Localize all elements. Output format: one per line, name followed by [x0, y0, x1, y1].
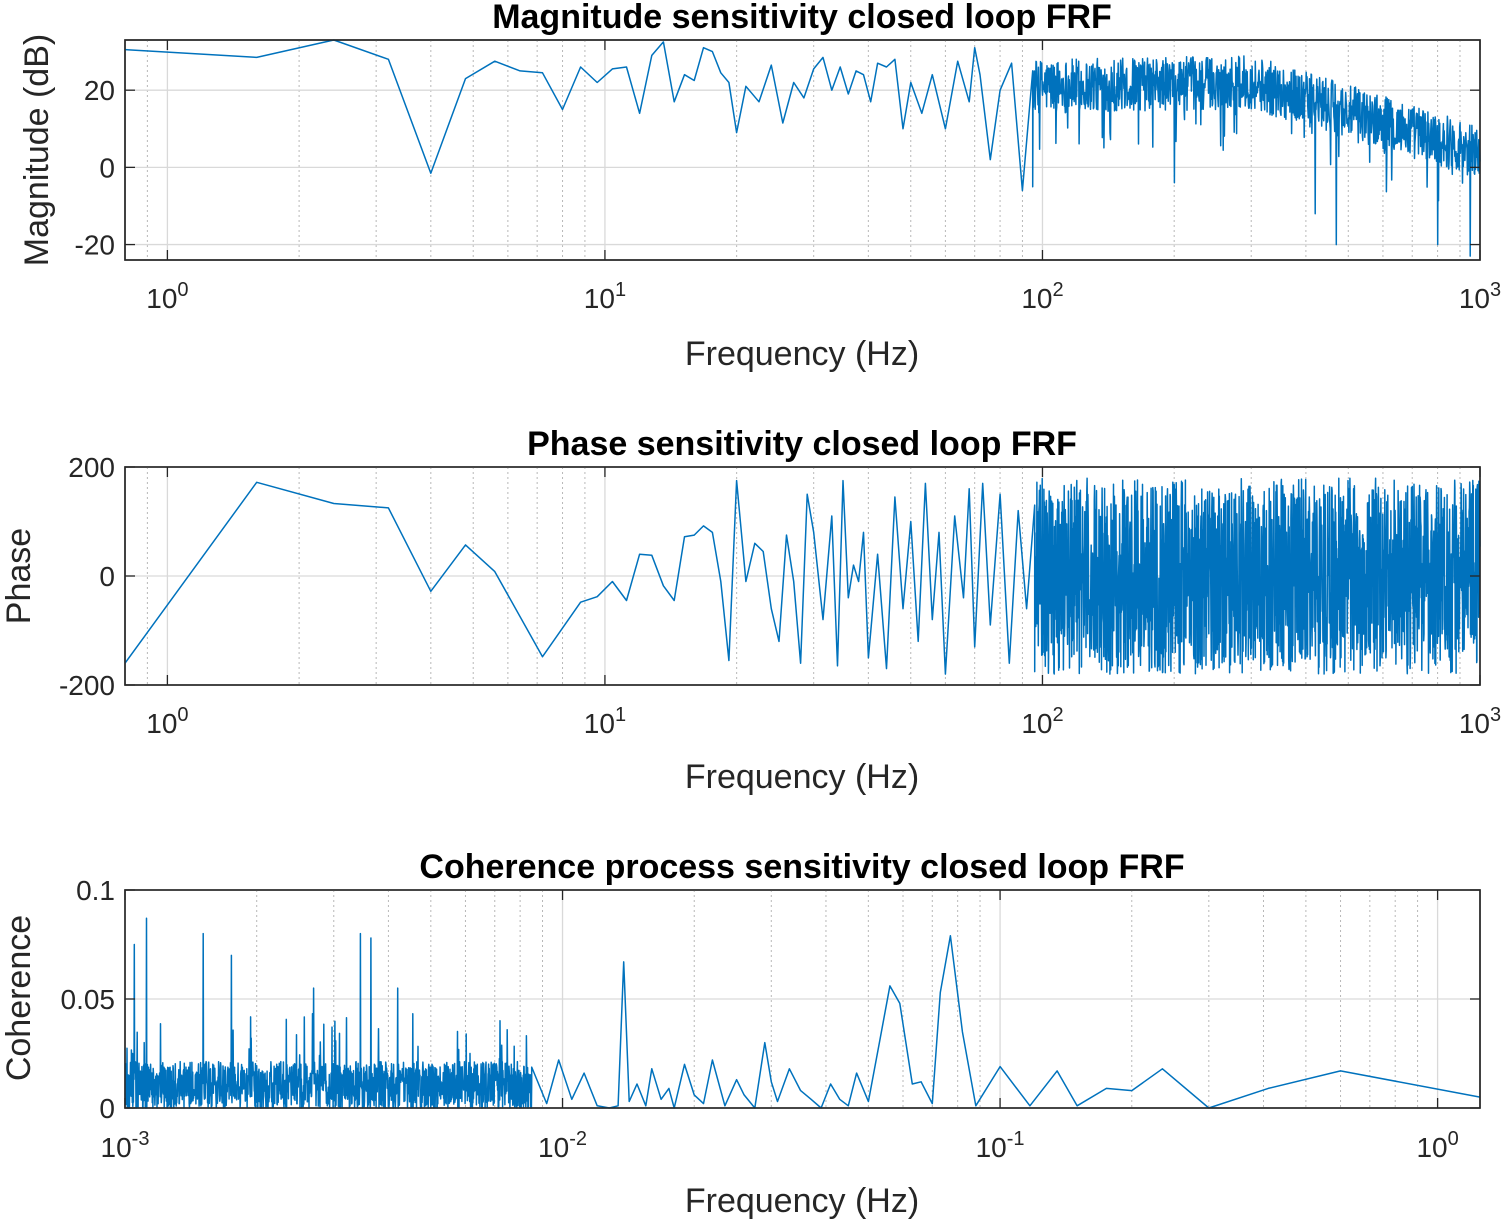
coherence-xtick-base: 10 — [101, 1132, 132, 1163]
magnitude-ytick-label: -20 — [75, 230, 115, 261]
phase-ytick-label: 0 — [99, 561, 115, 592]
magnitude-xtick-exponent: 0 — [177, 279, 188, 301]
phase-xtick-label: 102 — [1021, 704, 1063, 739]
phase-xtick-exponent: 1 — [615, 704, 626, 726]
magnitude-axes-frame — [124, 39, 1481, 261]
magnitude-xtick-label: 101 — [584, 279, 626, 314]
coherence-ytick-label: 0 — [99, 1093, 115, 1124]
coherence-xtick-label: 10-1 — [976, 1128, 1025, 1163]
coherence-xlabel: Frequency (Hz) — [685, 1182, 919, 1220]
phase-xtick-label: 101 — [584, 704, 626, 739]
phase-xtick-exponent: 2 — [1052, 704, 1063, 726]
coherence-xtick-label: 10-3 — [101, 1128, 150, 1163]
coherence-ytick-label: 0.1 — [76, 875, 115, 906]
coherence-xtick-base: 10 — [976, 1132, 1007, 1163]
magnitude-xtick-exponent: 1 — [615, 279, 626, 301]
phase-xtick-base: 10 — [1459, 708, 1490, 739]
phase-xtick-exponent: 3 — [1490, 704, 1501, 726]
magnitude-xtick-base: 10 — [1459, 283, 1490, 314]
magnitude-axes-box — [124, 39, 1481, 261]
magnitude-grid — [125, 40, 1481, 260]
phase-xlabel: Frequency (Hz) — [685, 758, 919, 796]
coherence-ylabel: Coherence — [0, 915, 38, 1081]
phase-xtick-label: 100 — [146, 704, 188, 739]
magnitude-xlabel: Frequency (Hz) — [685, 335, 919, 373]
phase-xtick-label: 103 — [1459, 704, 1501, 739]
coherence-xtick-exponent: 0 — [1448, 1128, 1459, 1150]
coherence-xtick-base: 10 — [1416, 1132, 1447, 1163]
magnitude-ylabel: Magnitude (dB) — [18, 34, 56, 266]
coherence-xtick-exponent: -2 — [569, 1128, 587, 1150]
coherence-xtick-label: 100 — [1416, 1128, 1458, 1163]
phase-title: Phase sensitivity closed loop FRF — [527, 425, 1077, 463]
phase-line — [124, 477, 1481, 675]
phase-ytick-label: 200 — [68, 452, 115, 483]
phase-xtick-exponent: 0 — [177, 704, 188, 726]
magnitude-ytick-label: 20 — [84, 75, 115, 106]
phase-xtick-base: 10 — [584, 708, 615, 739]
coherence-title: Coherence process sensitivity closed loo… — [419, 848, 1184, 886]
magnitude-xtick-base: 10 — [1021, 283, 1052, 314]
phase-ylabel: Phase — [0, 528, 38, 624]
phase-xtick-base: 10 — [1021, 708, 1052, 739]
magnitude-xtick-exponent: 3 — [1490, 279, 1501, 301]
magnitude-xtick-base: 10 — [584, 283, 615, 314]
coherence-xtick-exponent: -3 — [132, 1128, 150, 1150]
coherence-line — [124, 917, 1481, 1109]
coherence-xtick-base: 10 — [538, 1132, 569, 1163]
magnitude-line — [124, 39, 1481, 257]
magnitude-xtick-base: 10 — [146, 283, 177, 314]
coherence-ytick-label: 0.05 — [61, 984, 116, 1015]
magnitude-title: Magnitude sensitivity closed loop FRF — [492, 0, 1112, 36]
magnitude-xtick-label: 100 — [146, 279, 188, 314]
magnitude-xtick-label: 103 — [1459, 279, 1501, 314]
magnitude-ytick-label: 0 — [99, 152, 115, 183]
coherence-xtick-label: 10-2 — [538, 1128, 587, 1163]
magnitude-xtick-label: 102 — [1021, 279, 1063, 314]
magnitude-xtick-exponent: 2 — [1052, 279, 1063, 301]
phase-xtick-base: 10 — [146, 708, 177, 739]
coherence-xtick-exponent: -1 — [1007, 1128, 1025, 1150]
phase-ytick-label: -200 — [59, 670, 115, 701]
